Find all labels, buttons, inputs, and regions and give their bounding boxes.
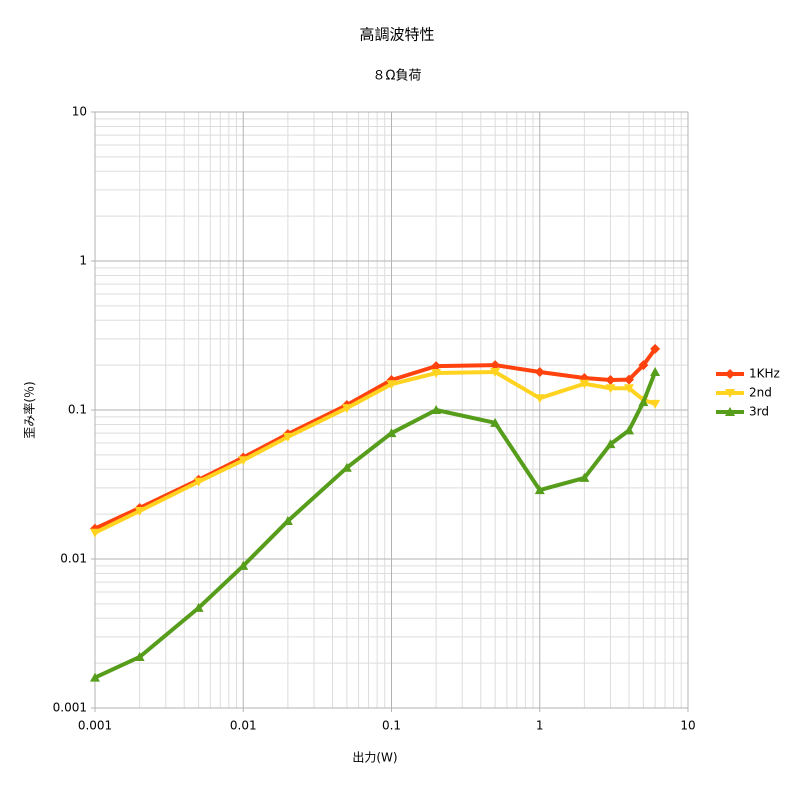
data-point [638,360,649,371]
legend-label: 3rd [749,405,769,419]
data-point [282,432,293,442]
data-point [624,374,635,385]
chart-title: 高調波特性 [359,26,434,44]
y-tick-label: 0.1 [68,403,87,417]
x-tick-label: 10 [680,719,695,733]
y-tick-label: 1 [79,254,87,268]
data-point [193,602,204,612]
y-tick-label: 0.001 [53,701,87,715]
data-point [579,379,590,389]
data-point [238,456,249,466]
data-point [341,404,352,414]
data-point [534,485,545,495]
data-point [650,399,661,409]
legend-label: 2nd [749,386,772,400]
data-point [431,405,442,414]
x-tick-label: 0.1 [382,719,401,733]
data-point [193,477,204,487]
data-point [579,472,590,482]
data-point [90,672,100,682]
data-point [386,428,397,438]
data-point [386,380,397,390]
data-point [638,397,649,407]
legend-marker [725,369,735,379]
data-point [605,374,616,385]
chart-subtitle: ８Ω負荷 [373,69,422,84]
y-tick-label: 0.01 [60,552,87,566]
data-point [650,343,661,354]
x-tick-label: 0.001 [78,719,112,733]
x-tick-label: 1 [536,719,544,733]
y-axis-label: 歪み率(％) [22,381,37,438]
data-point [490,417,501,427]
legend-label: 1KHz [749,367,780,381]
data-point [534,366,545,377]
data-point [490,367,501,377]
data-point [282,515,293,525]
x-tick-label: 0.01 [230,719,257,733]
legend-marker [725,407,735,416]
data-point [134,651,145,661]
data-point [90,528,100,538]
data-point [624,384,635,394]
x-axis-label: 出力(W) [352,751,397,765]
data-point [431,369,442,379]
data-point [431,361,442,372]
data-point [534,394,545,404]
y-tick-label: 10 [72,105,87,119]
data-point [238,560,249,570]
legend-marker [725,389,735,398]
data-point [605,384,616,394]
data-point [650,366,661,376]
data-point [490,360,501,371]
data-point [605,439,616,449]
data-point [134,506,145,516]
data-point [624,425,635,435]
data-point [341,462,352,472]
